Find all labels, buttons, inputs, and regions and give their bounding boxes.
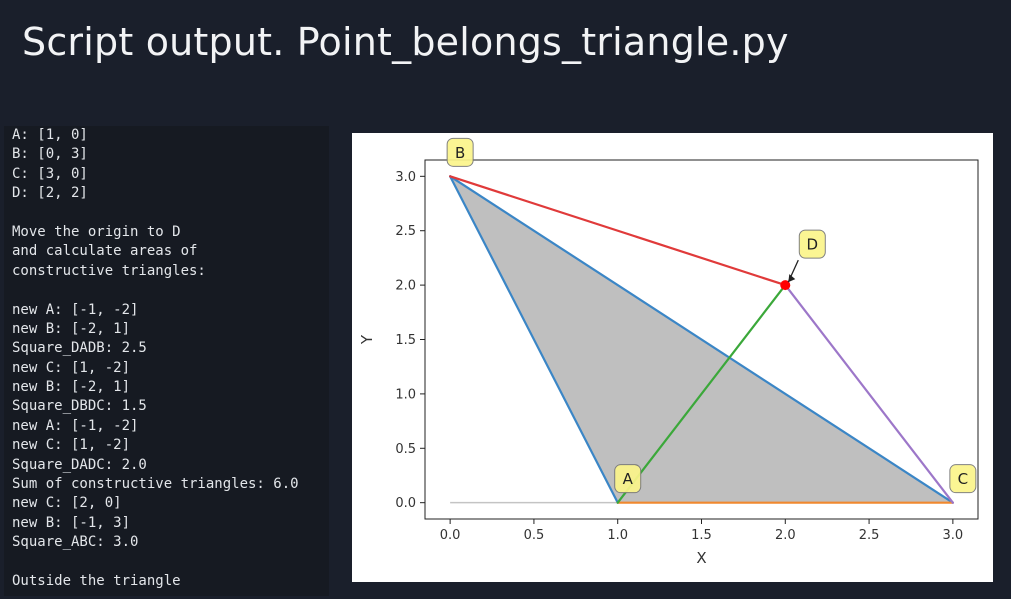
x-axis-label: X: [696, 549, 706, 567]
console-line: Sum of constructive triangles: 6.0: [12, 476, 299, 493]
console-line: new A: [-1, -2]: [12, 417, 139, 434]
console-line: [12, 553, 329, 572]
y-tick-label: 0.0: [395, 496, 416, 511]
point-marker-d: [780, 280, 791, 291]
point-label-text-b: B: [455, 144, 465, 162]
y-tick-label: 0.5: [395, 442, 416, 457]
point-label-text-c: C: [958, 470, 968, 488]
console-line: new A: [-1, -2]: [12, 301, 139, 318]
console-line: new C: [1, -2]: [12, 359, 131, 376]
console-line: constructive triangles:: [12, 262, 206, 279]
y-tick-label: 2.5: [395, 224, 416, 239]
console-line: new C: [1, -2]: [12, 437, 131, 454]
point-label-text-d: D: [807, 236, 819, 254]
script-output-console: A: [1, 0] B: [0, 3] C: [3, 0] D: [2, 2] Mov…: [4, 126, 329, 596]
console-line: Move the origin to D: [12, 223, 181, 240]
console-line: [12, 204, 329, 223]
console-line: C: [3, 0]: [12, 165, 88, 182]
segment-line: [449, 175, 954, 504]
console-line: Square_DBDC: 1.5: [12, 398, 147, 415]
annotation-arrowhead: [788, 274, 796, 283]
point-label-a: [614, 464, 642, 494]
console-line: [12, 281, 329, 300]
x-tick-label: 0.0: [440, 528, 461, 543]
triangle-plot: 0.0 0.5 1.0 1.5 2.0 2.5 3.0 0.0 0.5 1.0 1.5 2.0 2.5 3…: [358, 137, 979, 567]
console-line: new B: [-1, 3]: [12, 514, 131, 531]
console-line: Square_ABC: 3.0: [12, 534, 139, 551]
point-label-b: [446, 137, 474, 167]
console-line: and calculate areas of: [12, 243, 198, 260]
x-tick-label: 2.5: [859, 528, 880, 543]
segment-line: [784, 284, 954, 504]
x-tick-label: 2.0: [775, 528, 796, 543]
console-line: new B: [-2, 1]: [12, 320, 131, 337]
console-line: Square_DADC: 2.0: [12, 456, 147, 473]
console-line: new C: [2, 0]: [12, 495, 122, 512]
x-tick-label: 1.5: [691, 528, 712, 543]
console-line: A: [1, 0]: [12, 127, 88, 143]
point-label-c: [949, 464, 977, 494]
y-tick-label: 3.0: [395, 170, 416, 185]
segment-line: [449, 175, 787, 287]
plot-panel: 0.0 0.5 1.0 1.5 2.0 2.5 3.0 0.0 0.5 1.0 1.5 2.0 2.5 3…: [352, 133, 993, 582]
x-tick-label: 3.0: [943, 528, 964, 543]
segment-line: [449, 175, 619, 504]
y-tick-label: 1.5: [395, 333, 416, 348]
console-line: Outside the triangle: [12, 572, 181, 589]
y-tick-label: 2.0: [395, 279, 416, 294]
point-label-text-a: A: [623, 470, 634, 488]
segment-line: [616, 284, 787, 504]
console-line: new B: [-2, 1]: [12, 379, 131, 396]
y-axis-label: Y: [358, 334, 376, 345]
point-label-d: [798, 229, 826, 259]
y-tick-label: 1.0: [395, 387, 416, 402]
x-tick-label: 1.0: [607, 528, 628, 543]
slide-title: Script output. Point_belongs_triangle.py: [22, 20, 789, 64]
console-line: D: [2, 2]: [12, 185, 88, 202]
console-line: B: [0, 3]: [12, 146, 88, 163]
console-line: Square_DADB: 2.5: [12, 340, 147, 357]
x-tick-label: 0.5: [524, 528, 545, 543]
